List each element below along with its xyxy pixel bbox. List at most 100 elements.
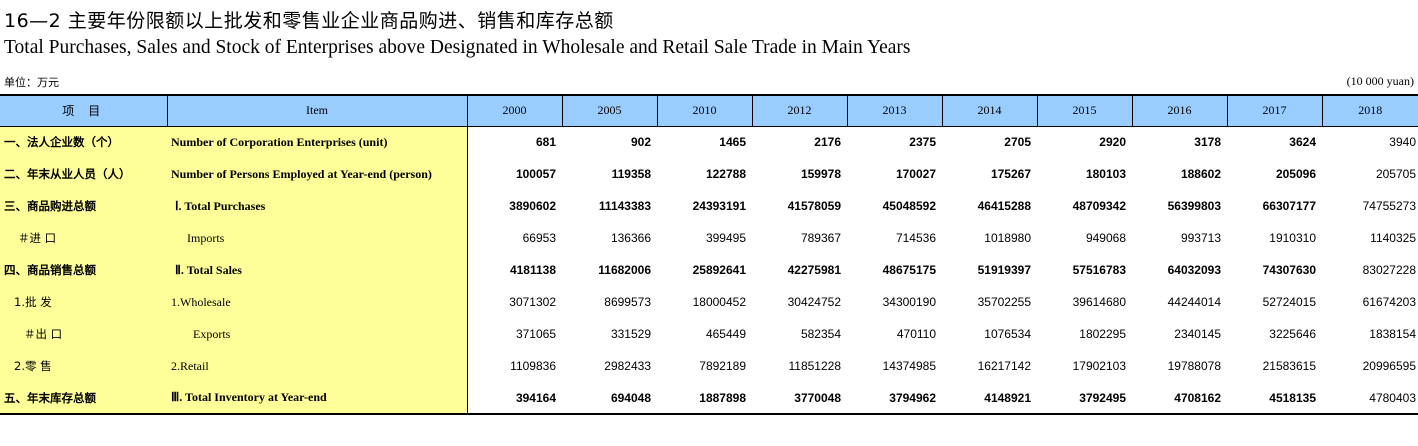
table-cell-value: 3225646 <box>1269 327 1316 341</box>
table-cell-value: 3770048 <box>752 382 847 415</box>
header-year: 2010 <box>656 94 752 127</box>
table-cell-value: 2920 <box>1099 135 1126 150</box>
table-cell-value: 170027 <box>895 167 936 181</box>
header-year: 2012 <box>751 94 847 127</box>
table-cell-value: 1887898 <box>657 382 752 415</box>
table-cell-value: 119358 <box>611 167 651 181</box>
table-cell-value: 1018980 <box>984 231 1031 245</box>
row-label-cn: 1.批 发 <box>0 286 167 318</box>
table-cell-value: 24393191 <box>692 199 746 213</box>
table-cell-value: 35702255 <box>977 295 1031 309</box>
table-cell-value: 159978 <box>800 167 841 181</box>
table-cell-value: 46415288 <box>977 199 1031 213</box>
unit-label-cn: 单位：万元 <box>4 76 59 89</box>
table-cell-value: 122788 <box>705 167 746 181</box>
row-label-cn: ＃出 口 <box>0 318 167 350</box>
table-cell-value: 1838154 <box>1369 327 1416 341</box>
table-cell-value: 949068 <box>1085 231 1126 245</box>
table-cell-value: 3178 <box>1194 135 1221 150</box>
table-cell-value: 205705 <box>1375 167 1416 181</box>
header-year: 2017 <box>1226 94 1322 127</box>
table-cell-value: 20996595 <box>1362 359 1416 373</box>
header-year: 2013 <box>846 94 942 127</box>
table-cell-value: 66953 <box>522 231 556 245</box>
row-label-cn: 一、法人企业数（个） <box>0 126 167 158</box>
table-cell-value: 25892641 <box>692 263 746 277</box>
table-cell-value: 1910310 <box>1269 231 1316 245</box>
table-cell-value: 2340145 <box>1174 327 1221 341</box>
table-cell-value: 582354 <box>800 327 841 341</box>
table-row: 五、年末库存总额 Ⅲ. Total Inventory at Year-end 39… <box>0 382 1418 415</box>
table-cell-value: 56399803 <box>1167 199 1221 213</box>
table-cell-value: 64032093 <box>1167 263 1221 277</box>
table-cell-value: 399495 <box>705 231 746 245</box>
page-title-cn: 16—2 主要年份限额以上批发和零售业企业商品购进、销售和库存总额 <box>4 10 614 32</box>
table-row: 1.批 发 1.Wholesale 3071302 8699573 18000452 30… <box>0 286 1418 318</box>
table-row: 2.零 售 2.Retail 1109836 2982433 7892189 118512… <box>0 350 1418 382</box>
row-label-en: Exports <box>167 318 468 350</box>
table-cell-value: 14374985 <box>882 359 936 373</box>
table-cell-value: 4181138 <box>509 263 556 277</box>
table-cell-value: 100057 <box>515 167 556 181</box>
table-cell-value: 3071302 <box>509 295 556 309</box>
row-label-en: Ⅲ. Total Inventory at Year-end <box>167 382 468 415</box>
table-cell-value: 1140325 <box>1370 231 1416 245</box>
table-cell-value: 39614680 <box>1072 295 1126 309</box>
table-cell-value: 2176 <box>814 135 841 150</box>
table-cell-value: 175267 <box>990 167 1031 181</box>
statistics-table: 项目 Item 2000 2005 2010 2012 2013 2014 2015 2016… <box>0 94 1418 415</box>
table-cell-value: 17902103 <box>1072 359 1126 373</box>
table-cell-value: 3794962 <box>847 382 942 415</box>
page-title-en: Total Purchases, Sales and Stock of Ente… <box>4 37 911 58</box>
table-cell-value: 136366 <box>610 231 651 245</box>
row-label-cn: 二、年末从业人员（人） <box>0 158 167 190</box>
table-cell-value: 371065 <box>515 327 556 341</box>
table-cell-value: 3624 <box>1289 135 1316 150</box>
row-label-en: Imports <box>167 222 468 254</box>
table-cell-value: 789367 <box>800 231 841 245</box>
table-header-row: 项目 Item 2000 2005 2010 2012 2013 2014 2015 2016… <box>0 94 1418 127</box>
table-cell-value: 3890602 <box>509 199 556 213</box>
table-cell-value: 18000452 <box>692 295 746 309</box>
table-cell-value: 331529 <box>610 327 651 341</box>
header-item-cn: 项目 <box>0 94 167 127</box>
table-cell-value: 1802295 <box>1079 327 1126 341</box>
table-cell-value: 3792495 <box>1037 382 1132 415</box>
table-cell-value: 902 <box>630 135 651 150</box>
table-cell-value: 8699573 <box>604 295 651 309</box>
table-cell-value: 7892189 <box>699 359 746 373</box>
table-cell-value: 48675175 <box>882 263 936 277</box>
table-cell-value: 83027228 <box>1362 263 1416 277</box>
header-item-en: Item <box>166 94 467 127</box>
row-label-cn: 三、商品购进总额 <box>0 190 167 222</box>
table-cell-value: 45048592 <box>882 199 936 213</box>
table-cell-value: 42275981 <box>787 263 841 277</box>
header-year: 2005 <box>561 94 657 127</box>
table-cell-value: 188602 <box>1180 167 1221 181</box>
table-cell-value: 74307630 <box>1262 263 1316 277</box>
row-label-en: 2.Retail <box>167 350 468 382</box>
table-cell-value: 30424752 <box>787 295 841 309</box>
table-row: 四、商品销售总额 Ⅱ. Total Sales 4181138 11682006 258… <box>0 254 1418 286</box>
table-cell-value: 180103 <box>1085 167 1126 181</box>
table-cell-value: 52724015 <box>1262 295 1316 309</box>
table-row: 一、法人企业数（个） Number of Corporation Enterpri… <box>0 126 1418 158</box>
table-row: ＃进 口 Imports 66953 136366 399495 789367 714536… <box>0 222 1418 254</box>
table-body: 一、法人企业数（个） Number of Corporation Enterpri… <box>0 126 1418 415</box>
table-cell-value: 394164 <box>467 382 562 415</box>
row-label-en: Number of Persons Employed at Year-end (… <box>167 158 468 190</box>
table-row: 二、年末从业人员（人） Number of Persons Employed at… <box>0 158 1418 190</box>
table-cell-value: 1465 <box>719 135 746 150</box>
table-cell-value: 4148921 <box>942 382 1037 415</box>
table-cell-value: 465449 <box>705 327 746 341</box>
table-cell-value: 66307177 <box>1262 199 1316 213</box>
table-cell-value: 4518135 <box>1227 382 1322 415</box>
table-cell-value: 21583615 <box>1262 359 1316 373</box>
row-label-cn: 五、年末库存总额 <box>0 382 167 415</box>
row-label-en: Ⅱ. Total Sales <box>167 254 468 286</box>
table-cell-value: 11851228 <box>788 359 842 373</box>
table-cell-value: 11682006 <box>598 263 651 277</box>
header-year: 2014 <box>941 94 1037 127</box>
table-cell-value: 2982433 <box>604 359 651 373</box>
table-cell-value: 44244014 <box>1167 295 1221 309</box>
